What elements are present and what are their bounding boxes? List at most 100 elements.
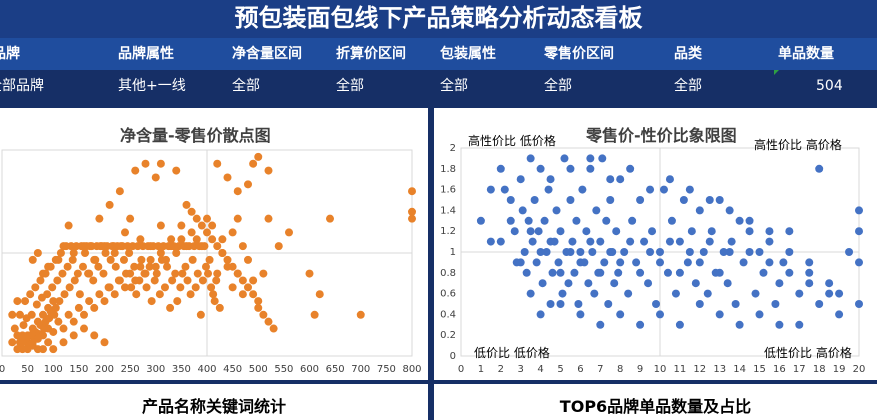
scatter-data-point	[36, 276, 45, 285]
scatter-data-point	[172, 249, 181, 257]
scatter-data-point	[137, 255, 146, 264]
scatter-data-point	[310, 310, 319, 319]
scatter-data-point	[228, 283, 237, 292]
quadrant-label-top-right: 高性价比 高价格	[754, 138, 842, 152]
filter-category-select[interactable]: 全部	[674, 78, 702, 94]
scatter-data-point	[10, 324, 19, 333]
filter-header-sku-count: 单品数量	[778, 46, 834, 62]
dashboard-title: 预包装面包线下产品策略分析动态看板	[0, 0, 877, 38]
scatter-data-point	[181, 262, 190, 271]
scatter-data-point	[136, 262, 145, 271]
quadrant-x-tick-label: 11	[674, 364, 687, 375]
quadrant-data-point	[695, 258, 704, 267]
quadrant-x-tick-label: 12	[693, 364, 706, 375]
scatter-x-tick-label: 800	[402, 364, 421, 375]
quadrant-data-point	[576, 310, 585, 319]
scatter-data-point	[74, 303, 83, 312]
scatter-data-point	[49, 327, 58, 336]
quadrant-data-point	[825, 289, 834, 298]
scatter-data-point	[160, 283, 169, 292]
quadrant-data-point	[835, 289, 844, 298]
quadrant-data-point	[775, 320, 784, 329]
scatter-data-point	[33, 249, 42, 257]
quadrant-data-point	[506, 216, 515, 225]
scatter-data-point	[63, 262, 72, 271]
scatter-data-point	[110, 290, 119, 299]
scatter-data-point	[208, 221, 217, 230]
quadrant-data-point	[586, 237, 595, 246]
quadrant-data-point	[572, 216, 581, 225]
quadrant-data-point	[795, 320, 804, 329]
keyword-stats-title: 产品名称关键词统计	[0, 384, 428, 420]
quadrant-data-point	[759, 268, 768, 277]
filter-header-retail-price: 零售价区间	[544, 46, 614, 62]
quadrant-data-point	[554, 258, 563, 267]
scatter-data-point	[131, 276, 140, 285]
filter-packaging-select[interactable]: 全部	[440, 78, 468, 94]
quadrant-data-point	[612, 227, 621, 236]
scatter-data-point	[198, 276, 207, 285]
scatter-data-point	[126, 269, 135, 278]
filter-retail-price-select[interactable]: 全部	[544, 78, 572, 94]
quadrant-data-point	[624, 289, 633, 298]
scatter-data-point	[269, 324, 278, 333]
scatter-data-point	[68, 255, 77, 264]
scatter-data-point	[176, 283, 185, 292]
filter-net-content-select[interactable]: 全部	[232, 78, 260, 94]
scatter-data-point	[132, 290, 141, 299]
quadrant-x-tick-label: 14	[733, 364, 746, 375]
filter-header-converted-price: 折算价区间	[336, 46, 406, 62]
quadrant-y-tick-label: 1.2	[440, 226, 456, 237]
scatter-data-point	[51, 303, 60, 312]
quadrant-data-point	[566, 196, 575, 204]
quadrant-data-point	[532, 258, 541, 267]
scatter-data-point	[183, 276, 192, 285]
scatter-x-tick-label: 150	[69, 364, 88, 375]
quadrant-data-point	[606, 196, 615, 204]
scatter-data-point	[150, 276, 159, 285]
quadrant-x-tick-label: 17	[793, 364, 806, 375]
scatter-x-tick-label: 300	[146, 364, 165, 375]
scatter-data-point	[55, 297, 64, 306]
quadrant-data-point	[558, 289, 567, 298]
scatter-data-point	[81, 249, 90, 257]
scatter-data-point	[167, 235, 176, 244]
quadrant-x-tick-label: 15	[753, 364, 766, 375]
scatter-data-point	[127, 283, 136, 292]
scatter-data-point	[46, 262, 55, 271]
filter-brand-attribute-select[interactable]: 其他+一线	[118, 78, 186, 94]
scatter-data-point	[13, 345, 22, 354]
scatter-data-point	[408, 214, 416, 223]
scatter-x-tick-label: 250	[121, 364, 140, 375]
scatter-data-point	[285, 228, 293, 237]
quadrant-y-tick-label: 0	[450, 351, 456, 362]
scatter-data-point	[69, 331, 78, 340]
scatter-data-point	[39, 331, 47, 340]
quadrant-data-point	[540, 216, 549, 225]
quadrant-data-point	[683, 258, 692, 267]
quadrant-data-point	[656, 310, 664, 319]
quadrant-data-point	[576, 248, 585, 256]
scatter-data-point	[146, 255, 155, 264]
scatter-data-point	[191, 283, 200, 292]
filter-brand-select[interactable]: 全部品牌	[0, 78, 44, 94]
filter-converted-price-select[interactable]: 全部	[336, 78, 364, 94]
quadrant-data-point	[705, 196, 714, 204]
quadrant-data-point	[636, 268, 645, 277]
quadrant-data-point	[570, 268, 579, 277]
sku-count-value: 504	[816, 78, 843, 94]
quadrant-data-point	[596, 237, 605, 246]
quadrant-data-point	[616, 258, 625, 267]
quadrant-data-point	[646, 248, 655, 256]
scatter-data-point	[209, 290, 218, 299]
quadrant-data-point	[596, 268, 605, 277]
quadrant-x-tick-label: 5	[557, 364, 563, 375]
scatter-data-point	[201, 262, 210, 271]
quadrant-x-tick-label: 7	[597, 364, 603, 375]
scatter-data-point	[53, 276, 62, 285]
scatter-data-point	[69, 249, 78, 257]
quadrant-data-point	[568, 237, 577, 246]
quadrant-data-point	[659, 185, 668, 194]
scatter-data-point	[228, 228, 237, 237]
quadrant-data-point	[845, 248, 854, 256]
